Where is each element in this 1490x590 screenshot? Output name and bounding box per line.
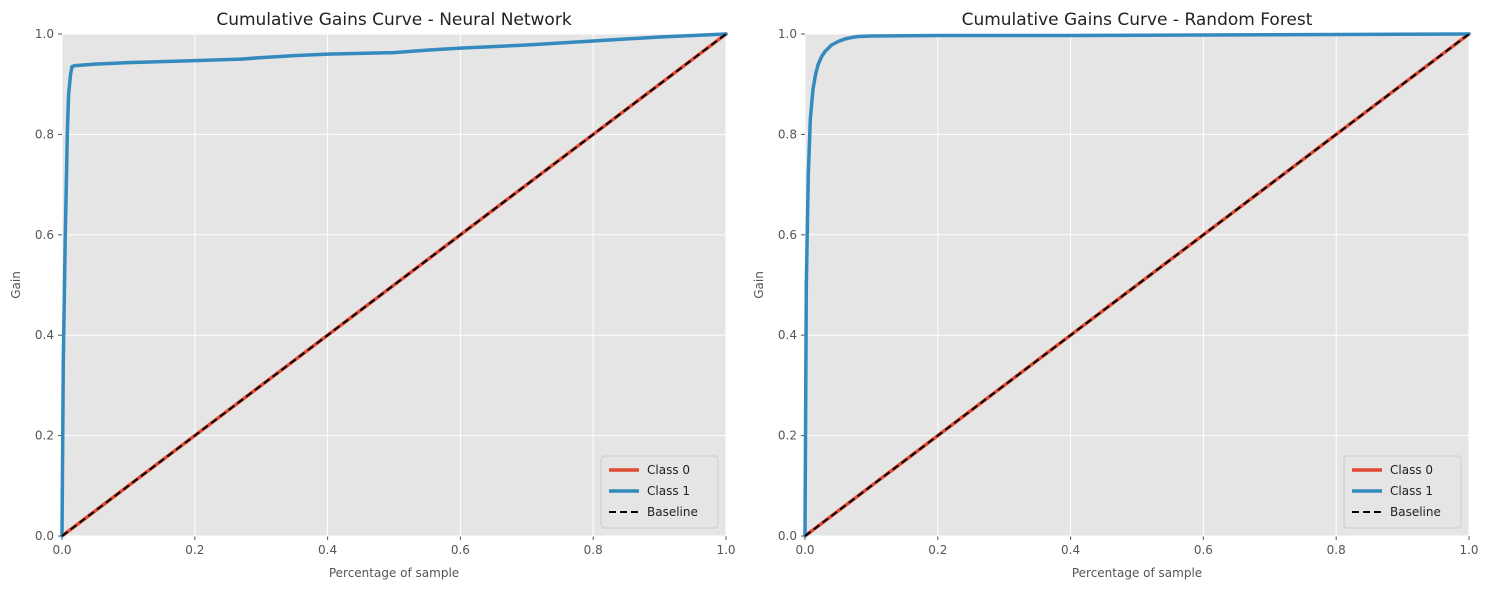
y-tick-label: 0.2	[778, 429, 797, 443]
legend-entry: Class 1	[1390, 484, 1433, 498]
y-tick-label: 1.0	[778, 27, 797, 41]
legend: Class 0 Class 1 Baseline	[600, 455, 719, 529]
x-tick-label: 0.6	[1194, 543, 1213, 557]
chart-title: Cumulative Gains Curve - Random Forest	[962, 10, 1313, 30]
series-line-class-1	[60, 32, 728, 538]
y-tick-label: 0.0	[778, 529, 797, 543]
y-tick-label: 0.4	[35, 328, 54, 342]
series-line-baseline	[804, 33, 1470, 537]
y-axis-label: Gain	[9, 271, 23, 299]
y-axis-label: Gain	[752, 271, 766, 299]
x-tick-label: 0.4	[318, 543, 337, 557]
chart-title: Cumulative Gains Curve - Neural Network	[216, 10, 571, 30]
x-tick-label: 0.0	[795, 543, 814, 557]
y-tick-label: 0.2	[35, 429, 54, 443]
x-tick-label: 0.2	[928, 543, 947, 557]
x-tick-label: 0.0	[52, 543, 71, 557]
legend-entry: Class 0	[1390, 463, 1433, 477]
y-tick-label: 0.8	[778, 127, 797, 141]
x-tick-label: 0.8	[584, 543, 603, 557]
x-tick-label: 0.2	[185, 543, 204, 557]
legend-entry: Baseline	[647, 505, 698, 519]
legend-box	[1343, 455, 1462, 529]
legend-entry: Class 1	[647, 484, 690, 498]
chart-panel-1: 0.0 0.2 0.4 0.6 0.8 1.0 0.0 0.2 0.4 0.6 0.8 1.0 Cumu…	[9, 10, 736, 580]
y-tick-label: 1.0	[35, 27, 54, 41]
x-axis-label: Percentage of sample	[329, 566, 459, 580]
x-axis-label: Percentage of sample	[1072, 566, 1202, 580]
y-tick-label: 0.6	[778, 228, 797, 242]
legend-box	[600, 455, 719, 529]
x-tick-label: 1.0	[716, 543, 735, 557]
y-tick-label: 0.6	[35, 228, 54, 242]
x-tick-label: 0.8	[1327, 543, 1346, 557]
chart-panel-2: 0.0 0.2 0.4 0.6 0.8 1.0 0.0 0.2 0.4 0.6 0.8 1.0 Cumu…	[752, 10, 1479, 580]
series-line-baseline	[61, 33, 727, 537]
y-tick-label: 0.8	[35, 127, 54, 141]
x-tick-label: 0.6	[451, 543, 470, 557]
legend: Class 0 Class 1 Baseline	[1343, 455, 1462, 529]
y-tick-label: 0.4	[778, 328, 797, 342]
legend-entry: Baseline	[1390, 505, 1441, 519]
y-tick-label: 0.0	[35, 529, 54, 543]
x-tick-label: 0.4	[1061, 543, 1080, 557]
legend-entry: Class 0	[647, 463, 690, 477]
x-tick-label: 1.0	[1459, 543, 1478, 557]
series-line-class-1	[803, 32, 1471, 538]
